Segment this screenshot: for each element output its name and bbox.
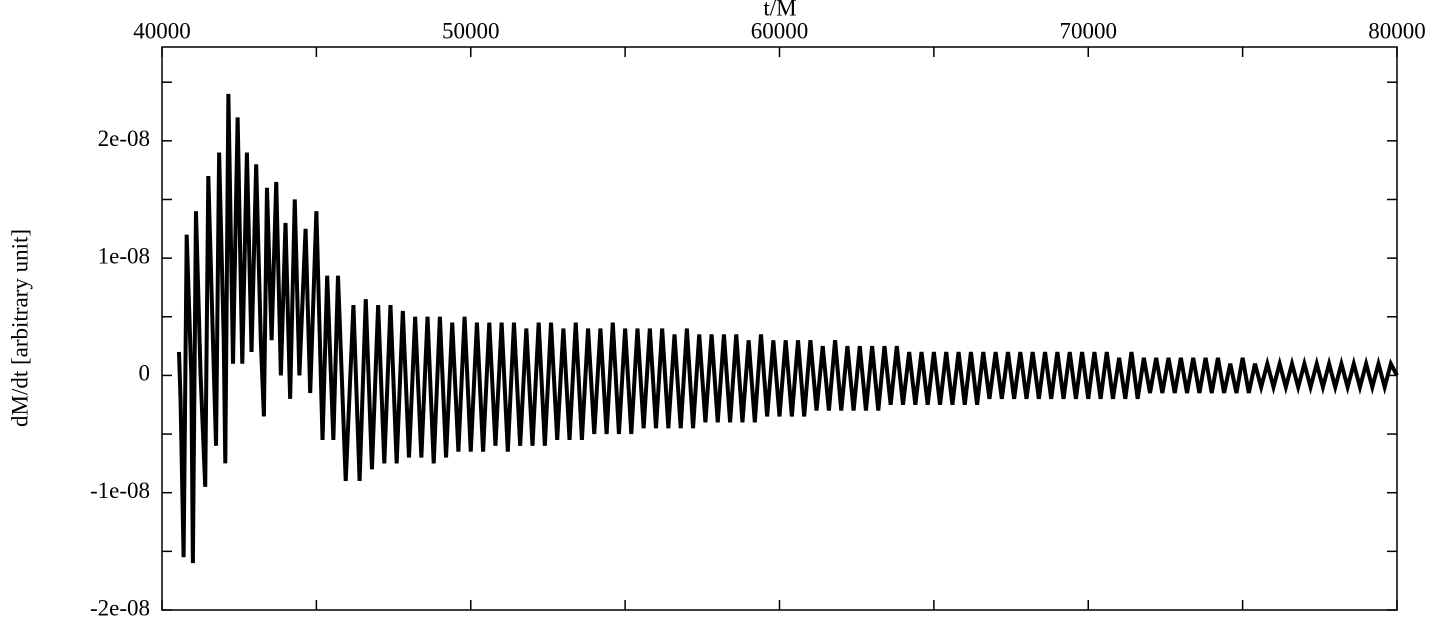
x-tick-label: 80000 [1368,18,1426,43]
y-tick-label: -1e-08 [90,478,150,503]
x-tick-label: 50000 [442,18,500,43]
x-tick-label: 40000 [133,18,191,43]
data-line [176,93,1399,564]
x-tick-label: 60000 [751,18,809,43]
y-tick-label: -2e-08 [90,595,150,620]
y-axis-label: dM/dt [arbitrary unit] [7,229,32,427]
y-tick-label: 0 [139,361,151,386]
y-tick-label: 2e-08 [98,126,150,151]
y-tick-label: 1e-08 [98,243,150,268]
plot-frame [161,46,1398,611]
x-axis-label: t/M [763,0,796,20]
x-tick-label: 70000 [1060,18,1118,43]
